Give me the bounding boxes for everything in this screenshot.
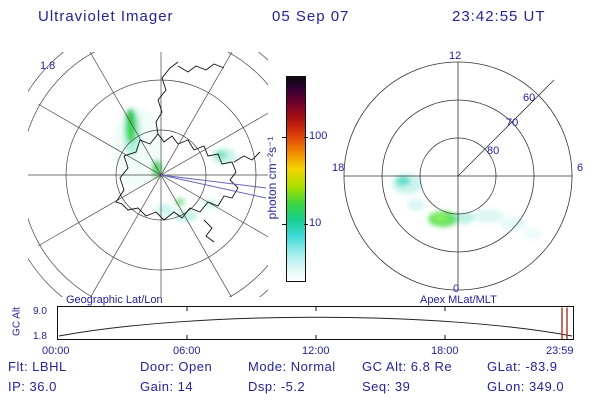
status-gcalt: GC Alt: 6.8 Re	[362, 359, 453, 374]
left-panel-caption: Geographic Lat/Lon	[66, 294, 163, 306]
status-gain: Gain: 14	[140, 379, 194, 394]
status-flt: Flt: LBHL	[8, 359, 67, 374]
timeline-ytick-bottom: 1.8	[33, 331, 47, 342]
polar-grid	[343, 61, 573, 291]
colorbar-tick-mark	[304, 224, 308, 225]
timeline-ylabel: GC Alt	[11, 307, 23, 336]
page-title: Ultraviolet Imager	[38, 8, 174, 25]
colorbar-tick-100: 100	[309, 130, 328, 142]
xtick-0600: 06:00	[173, 345, 201, 357]
status-dsp: Dsp: -5.2	[248, 379, 306, 394]
scan-wedge	[160, 174, 267, 199]
apex-polar-panel	[343, 61, 573, 291]
mlt-label-18: 18	[332, 162, 345, 174]
mlt-label-0: 0	[453, 283, 460, 295]
status-seq: Seq: 39	[362, 379, 411, 394]
geographic-map-panel	[28, 52, 268, 297]
right-panel-caption: Apex MLat/MLT	[420, 294, 497, 306]
colorbar	[286, 76, 306, 282]
colorbar-tick-mark	[282, 224, 286, 225]
timeline-ytick-top: 9.0	[33, 306, 47, 317]
status-glon: GLon: 349.0	[487, 379, 565, 394]
xtick-1200: 12:00	[302, 345, 330, 357]
mlt-label-6: 6	[577, 162, 584, 174]
timeline-frame	[57, 306, 574, 340]
mlat-ring-70: 70	[506, 117, 519, 129]
current-time-marker	[561, 307, 568, 339]
status-door: Door: Open	[140, 359, 213, 374]
colorbar-unit-label: photon cm⁻²s⁻¹	[265, 136, 279, 220]
colorbar-tick-mark	[282, 137, 286, 138]
timeline-ticks	[186, 307, 446, 339]
mlat-ring-80: 80	[487, 145, 500, 157]
xtick-1800: 18:00	[431, 345, 459, 357]
aurora-emissions-left	[112, 107, 236, 222]
date-label: 05 Sep 07	[272, 8, 350, 25]
xtick-2359: 23:59	[546, 345, 574, 357]
colorbar-tick-10: 10	[309, 217, 322, 229]
xtick-0000: 00:00	[42, 345, 70, 357]
status-mode: Mode: Normal	[248, 359, 336, 374]
status-ip: IP: 36.0	[8, 379, 57, 394]
status-glat: GLat: -83.9	[487, 359, 558, 374]
aurora-emissions-right	[392, 174, 542, 240]
colorbar-tick-mark	[304, 137, 308, 138]
antarctica-coastline	[115, 61, 261, 243]
gc-alt-timeline	[57, 306, 574, 340]
mlt-label-12: 12	[449, 50, 462, 62]
mlat-ring-60: 60	[523, 92, 536, 104]
time-label: 23:42:55 UT	[452, 8, 546, 25]
gc-alt-curve	[58, 316, 573, 337]
